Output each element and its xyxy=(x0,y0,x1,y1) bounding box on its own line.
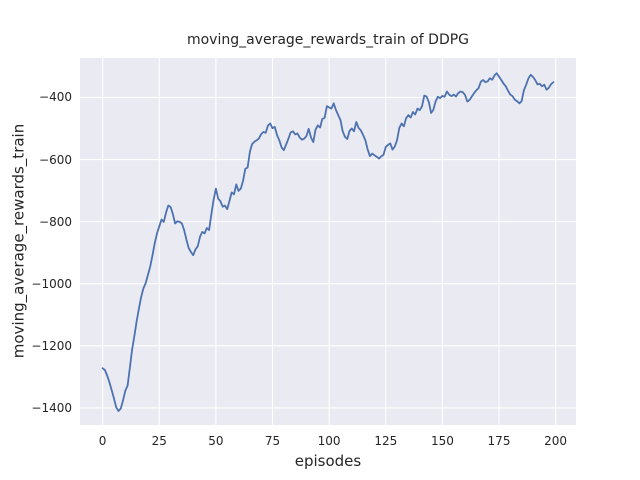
y-tick-label: −800 xyxy=(39,214,72,229)
x-tick-label: 200 xyxy=(544,434,568,448)
x-axis-label: episodes xyxy=(294,452,362,470)
x-tick-label: 125 xyxy=(374,434,398,448)
x-tick-label: 150 xyxy=(430,434,454,448)
x-tick-label: 75 xyxy=(264,434,281,448)
chart-title: moving_average_rewards_train of DDPG xyxy=(186,32,470,48)
y-tick-label: −600 xyxy=(39,152,72,167)
plot-area xyxy=(80,58,576,425)
x-tick-label: 25 xyxy=(151,434,167,448)
x-tick-label: 100 xyxy=(317,434,341,448)
x-tick-label: 50 xyxy=(208,434,224,448)
series-line xyxy=(101,72,555,412)
y-tick-label: −1200 xyxy=(31,338,72,353)
x-tick-label: 175 xyxy=(487,434,511,448)
x-tick-label: 0 xyxy=(98,434,107,448)
y-tick-label: −1400 xyxy=(31,400,72,415)
y-tick-label: −400 xyxy=(39,90,72,105)
y-tick-label: −1000 xyxy=(31,276,72,291)
